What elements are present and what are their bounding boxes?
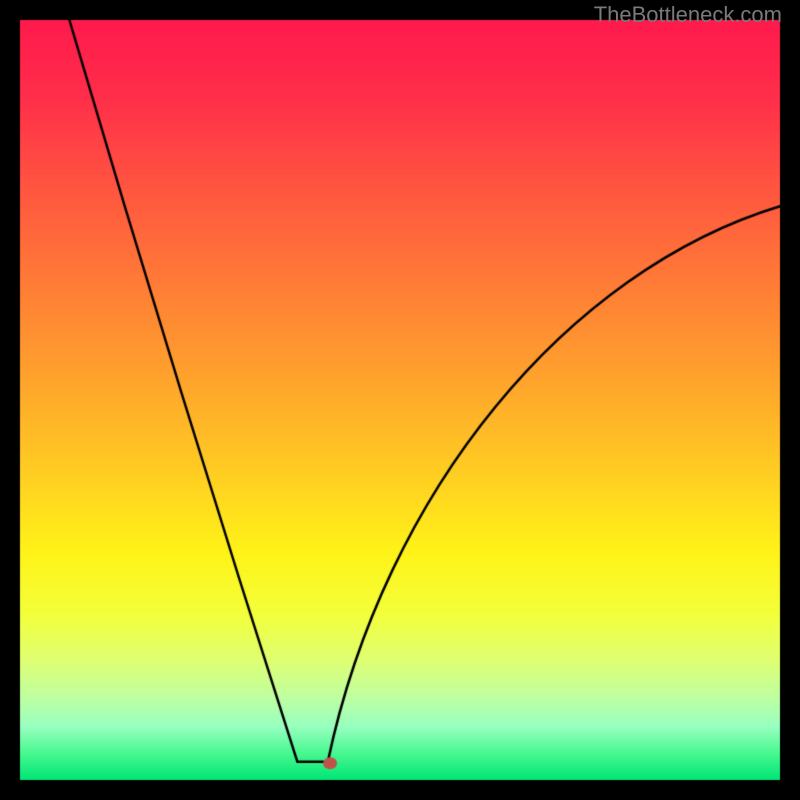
bottleneck-chart	[0, 0, 800, 800]
